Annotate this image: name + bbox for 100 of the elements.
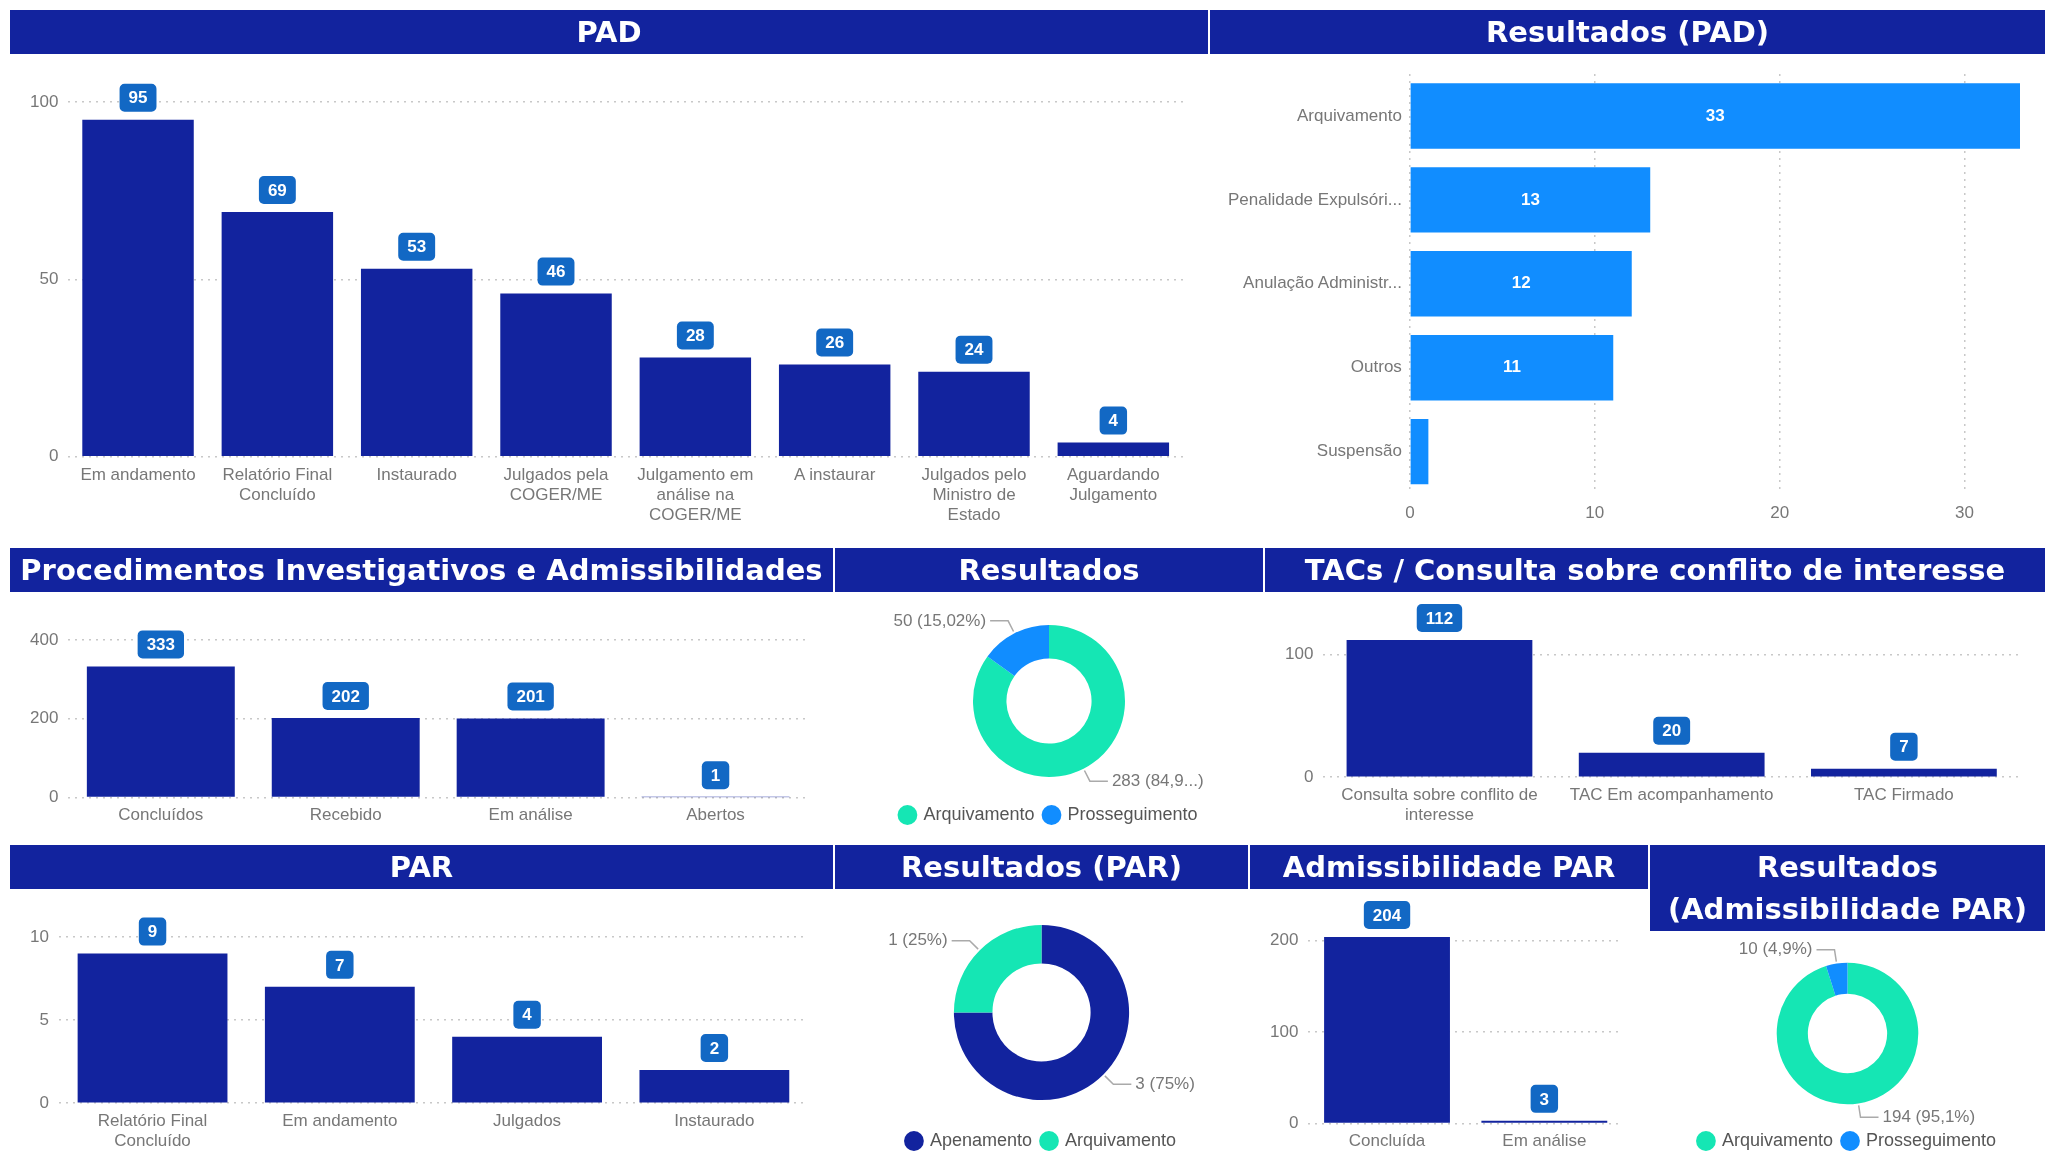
x-tick-label: Concluída (1348, 1131, 1426, 1151)
chart-title: Resultados (PAR) (835, 845, 1248, 889)
x-tick-label: Julgados pelo Ministro de Estado (921, 464, 1027, 525)
chart-title: Procedimentos Investigativos e Admissibilidades (10, 548, 833, 592)
y-tick-label: 400 (29, 629, 59, 649)
data-label: 112 (1425, 608, 1454, 628)
data-label: 204 (1372, 905, 1402, 925)
data-label: 69 (267, 180, 287, 200)
bar (1811, 768, 1997, 777)
data-label: 9 (147, 922, 158, 942)
data-label: 7 (1899, 737, 1909, 757)
x-tick-label: Concluídos (118, 805, 204, 825)
data-label: 24 (964, 340, 984, 360)
y-tick-label: Outros (1350, 357, 1402, 377)
y-tick-label: 100 (1284, 644, 1314, 664)
data-label: 4 (1108, 411, 1119, 431)
data-label: 95 (128, 88, 148, 108)
y-tick-label: 0 (1303, 766, 1314, 786)
data-label: 50 (15,02%) (893, 610, 987, 630)
bar (1410, 167, 1651, 233)
x-tick-label: Relatório Final Concluído (97, 1111, 208, 1151)
data-label: 10 (4,9%) (1738, 939, 1813, 959)
bar (1410, 251, 1632, 317)
x-tick-label: Relatório Final Concluído (222, 464, 333, 505)
data-label: 3 (75%) (1135, 1074, 1195, 1094)
x-tick-label: 10 (1585, 503, 1605, 523)
y-tick-label: 100 (29, 91, 59, 111)
bar (918, 371, 1030, 457)
bar (1057, 442, 1170, 457)
data-label: 12 (1511, 273, 1531, 293)
data-label: 4 (522, 1005, 533, 1025)
bar (639, 1069, 790, 1103)
chart-title: Resultados (Admissibilidade PAR) (1650, 845, 2045, 931)
bar (456, 718, 605, 797)
chart-title: PAD (10, 10, 1208, 54)
y-tick-label: 10 (29, 926, 49, 946)
x-tick-label: Julgamento em análise na COGER/ME (637, 464, 754, 525)
x-tick-label: Em análise (1502, 1131, 1587, 1151)
bar (86, 666, 235, 797)
x-tick-label: Abertos (686, 805, 745, 825)
chart-title: TACs / Consulta sobre conflito de interesse (1265, 548, 2045, 592)
data-label: 202 (331, 686, 360, 706)
bar (1410, 418, 1429, 485)
bar (1346, 640, 1533, 777)
y-tick-label: 0 (39, 1092, 49, 1112)
x-tick-label: Em análise (488, 805, 573, 825)
data-label: 201 (516, 687, 545, 707)
x-tick-label: TAC Em acompanhamento (1569, 785, 1774, 805)
data-label: 333 (146, 635, 176, 655)
legend-label: Apenamento (929, 1129, 1033, 1150)
data-label: 46 (546, 262, 566, 282)
x-tick-label: Aguardando Julgamento (1067, 464, 1160, 505)
x-tick-label: 0 (1405, 503, 1415, 523)
x-tick-label: A instaurar (794, 464, 876, 484)
legend-label: Prosseguimento (1865, 1129, 1997, 1150)
data-label: 11 (1502, 357, 1521, 377)
data-label: 1 (25%) (888, 930, 948, 950)
y-tick-label: Penalidade Expulsóri... (1227, 189, 1402, 209)
y-tick-label: Suspensão (1316, 441, 1402, 461)
y-tick-label: Arquivamento (1296, 105, 1402, 125)
y-tick-label: 50 (39, 269, 59, 289)
data-label: 3 (1539, 1089, 1550, 1109)
bar (360, 268, 473, 457)
x-tick-label: Instaurado (674, 1111, 755, 1131)
x-tick-label: TAC Firmado (1853, 785, 1954, 805)
data-label: 2 (709, 1038, 720, 1058)
x-tick-label: 20 (1770, 503, 1790, 523)
bar (639, 357, 752, 457)
data-label: 28 (685, 326, 705, 346)
chart-title: Resultados (PAD) (1210, 10, 2045, 54)
y-tick-label: 5 (39, 1009, 49, 1029)
chart-title: PAR (10, 845, 833, 889)
y-tick-label: 100 (1269, 1021, 1299, 1041)
data-label: 33 (1705, 105, 1725, 125)
legend-label: Prosseguimento (1067, 803, 1198, 824)
chart-title: Resultados (835, 548, 1263, 592)
bar (264, 986, 415, 1103)
data-label: 7 (335, 955, 345, 975)
bar (77, 953, 228, 1103)
legend-label: Arquivamento (923, 803, 1035, 824)
x-tick-label: Em andamento (282, 1111, 398, 1131)
bar (1410, 334, 1614, 401)
bar (500, 293, 612, 457)
data-label: 53 (407, 237, 427, 257)
y-tick-label: 200 (1269, 930, 1299, 950)
y-tick-label: 200 (29, 708, 59, 728)
legend-label: Arquivamento (1065, 1129, 1177, 1150)
x-tick-label: Julgados (493, 1111, 562, 1131)
data-label: 13 (1520, 189, 1540, 209)
bar (452, 1036, 602, 1103)
x-tick-label: 30 (1955, 503, 1974, 523)
x-tick-label: Julgados pela COGER/ME (503, 464, 610, 505)
bar (1410, 83, 2020, 149)
chart-title: Admissibilidade PAR (1250, 845, 1648, 889)
data-label: 26 (825, 333, 845, 353)
x-tick-label: Consulta sobre conflito de interesse (1341, 785, 1538, 825)
data-label: 20 (1662, 721, 1682, 741)
data-label: 194 (95,1%) (1882, 1106, 1976, 1126)
x-tick-label: Instaurado (376, 464, 457, 484)
x-tick-label: Recebido (309, 805, 382, 825)
